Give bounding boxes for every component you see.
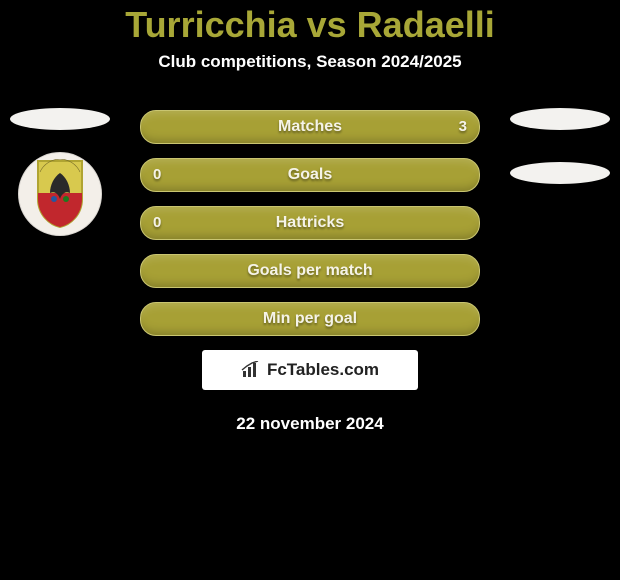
snapshot-date: 22 november 2024 bbox=[0, 414, 620, 434]
stat-label: Min per goal bbox=[263, 310, 357, 327]
bar-chart-icon bbox=[241, 361, 263, 379]
stat-label: Matches bbox=[278, 118, 342, 135]
player-avatar-placeholder-left bbox=[10, 108, 110, 130]
stat-label: Goals per match bbox=[247, 262, 372, 279]
stat-row-min-per-goal: Min per goal bbox=[140, 302, 480, 336]
brand-text: FcTables.com bbox=[267, 360, 379, 380]
content-area: Matches 3 0 Goals 0 Hattricks Goals per … bbox=[0, 110, 620, 434]
stat-value-left: 0 bbox=[153, 207, 161, 239]
brand-attribution[interactable]: FcTables.com bbox=[202, 350, 418, 390]
left-player-column bbox=[0, 110, 120, 236]
page-subtitle: Club competitions, Season 2024/2025 bbox=[0, 52, 620, 72]
stat-value-left: 0 bbox=[153, 159, 161, 191]
stat-row-hattricks: 0 Hattricks bbox=[140, 206, 480, 240]
club-badge-left bbox=[18, 152, 102, 236]
stats-list: Matches 3 0 Goals 0 Hattricks Goals per … bbox=[140, 110, 480, 336]
player-avatar-placeholder-right bbox=[510, 108, 610, 130]
page-title: Turricchia vs Radaelli bbox=[0, 4, 620, 46]
shield-icon bbox=[32, 159, 88, 229]
stat-row-goals-per-match: Goals per match bbox=[140, 254, 480, 288]
stat-label: Hattricks bbox=[276, 214, 344, 231]
stat-row-goals: 0 Goals bbox=[140, 158, 480, 192]
stat-value-right: 3 bbox=[459, 111, 467, 143]
stat-label: Goals bbox=[288, 166, 332, 183]
right-player-column bbox=[500, 110, 620, 184]
comparison-widget: Turricchia vs Radaelli Club competitions… bbox=[0, 4, 620, 580]
club-badge-placeholder-right bbox=[510, 162, 610, 184]
stat-row-matches: Matches 3 bbox=[140, 110, 480, 144]
